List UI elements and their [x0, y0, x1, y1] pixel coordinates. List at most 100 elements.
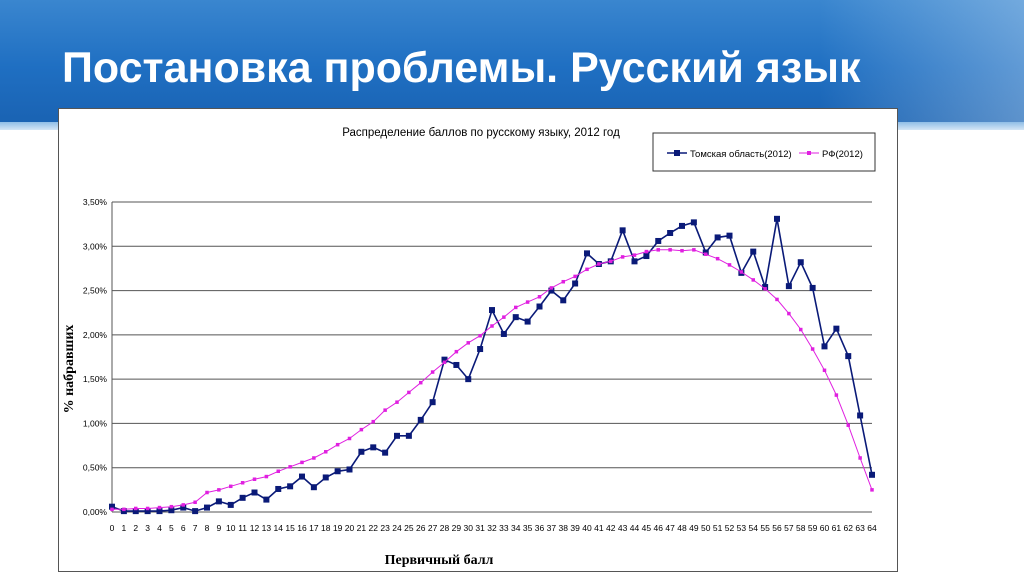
data-point-rf	[419, 380, 423, 385]
data-point-rf	[312, 456, 316, 460]
x-tick-label: 47	[665, 523, 675, 533]
data-point-tomsk	[762, 284, 769, 291]
data-point-rf	[870, 488, 874, 492]
x-tick-label: 22	[369, 523, 379, 533]
data-point-rf	[692, 248, 696, 252]
x-tick-label: 36	[535, 523, 545, 533]
data-point-tomsk	[417, 416, 424, 423]
data-point-tomsk	[524, 318, 531, 325]
x-tick-label: 21	[357, 523, 367, 533]
x-tick-label: 0	[110, 523, 115, 533]
x-tick-label: 42	[606, 523, 616, 533]
x-tick-label: 33	[499, 523, 509, 533]
data-point-rf	[763, 287, 767, 291]
x-tick-label: 62	[844, 523, 854, 533]
x-tick-label: 14	[274, 523, 284, 533]
x-tick-label: 9	[217, 523, 222, 533]
x-tick-label: 43	[618, 523, 628, 533]
data-point-rf	[668, 248, 672, 252]
data-point-tomsk	[631, 258, 638, 265]
data-point-rf	[229, 484, 233, 489]
x-axis-label: Первичный балл	[385, 553, 494, 568]
data-point-tomsk	[512, 314, 519, 321]
data-point-rf	[145, 506, 150, 511]
data-point-tomsk	[394, 432, 400, 439]
x-tick-label: 20	[345, 523, 355, 533]
gridlines	[111, 201, 872, 513]
x-tick-label: 50	[701, 523, 711, 533]
data-point-tomsk	[180, 504, 187, 511]
data-point-rf	[680, 248, 684, 253]
data-point-tomsk	[489, 307, 495, 314]
x-tick-label: 54	[749, 523, 759, 533]
data-point-tomsk	[655, 237, 662, 244]
data-point-rf	[157, 505, 162, 510]
x-tick-label: 8	[205, 523, 210, 533]
data-point-tomsk	[785, 283, 792, 290]
data-point-rf	[810, 347, 815, 351]
data-point-rf	[288, 465, 292, 469]
data-point-tomsk	[774, 215, 780, 222]
data-point-rf	[514, 305, 518, 310]
x-tick-label: 26	[416, 523, 426, 533]
y-tick-label: 0,50%	[83, 463, 108, 473]
x-tick-label: 5	[169, 523, 174, 533]
x-tick-label: 39	[570, 523, 580, 533]
x-tick-label: 15	[285, 523, 295, 533]
legend-rf-marker	[807, 151, 811, 155]
data-point-rf	[632, 253, 637, 257]
x-tick-label: 11	[238, 523, 247, 533]
data-point-tomsk	[750, 248, 757, 255]
y-tick-label: 3,00%	[83, 241, 108, 251]
x-tick-label: 55	[760, 523, 770, 533]
data-point-tomsk	[679, 222, 685, 229]
data-point-tomsk	[299, 473, 305, 480]
x-tick-label: 17	[309, 523, 319, 533]
data-point-tomsk	[382, 449, 389, 456]
data-point-rf	[525, 300, 530, 304]
x-tick-label: 52	[725, 523, 735, 533]
data-point-tomsk	[845, 353, 852, 360]
x-tick-label: 48	[677, 523, 687, 533]
x-tick-label: 28	[440, 523, 450, 533]
data-point-tomsk	[429, 399, 436, 406]
x-tick-label: 61	[832, 523, 842, 533]
data-point-rf	[727, 263, 732, 267]
data-point-tomsk	[275, 485, 282, 492]
x-tick-label: 25	[404, 523, 414, 533]
x-tick-label: 41	[594, 523, 604, 533]
data-point-tomsk	[726, 232, 733, 239]
x-tick-label: 12	[250, 523, 260, 533]
slide-header-band	[0, 0, 1024, 122]
data-point-rf	[561, 279, 565, 284]
data-point-rf	[371, 419, 375, 424]
x-tick-label: 4	[157, 523, 162, 533]
x-tick-label: 30	[464, 523, 474, 533]
x-tick-label: 64	[867, 523, 877, 533]
data-point-tomsk	[465, 376, 472, 383]
data-point-rf	[490, 324, 494, 328]
line-chart: Распределение баллов по русскому языку, …	[62, 127, 877, 568]
y-tick-label: 2,00%	[83, 330, 108, 340]
data-point-tomsk	[821, 343, 828, 350]
data-point-tomsk	[690, 219, 697, 226]
data-point-rf	[430, 370, 435, 374]
data-point-tomsk	[405, 432, 412, 439]
data-point-rf	[181, 503, 185, 507]
data-point-tomsk	[109, 503, 115, 510]
data-point-rf	[395, 400, 399, 404]
x-tick-label: 27	[428, 523, 438, 533]
y-axis-label: % набравших	[62, 325, 77, 414]
data-point-rf	[324, 450, 328, 454]
data-point-tomsk	[702, 249, 709, 256]
data-point-tomsk	[144, 508, 151, 515]
data-point-tomsk	[322, 474, 329, 481]
data-point-rf	[359, 427, 364, 432]
x-tick-label: 45	[642, 523, 652, 533]
data-point-tomsk	[477, 346, 484, 353]
data-point-tomsk	[441, 356, 448, 363]
x-tick-label: 10	[226, 523, 236, 533]
x-tick-label: 29	[452, 523, 462, 533]
legend-tomsk-marker	[674, 150, 680, 156]
data-point-rf	[573, 274, 577, 279]
